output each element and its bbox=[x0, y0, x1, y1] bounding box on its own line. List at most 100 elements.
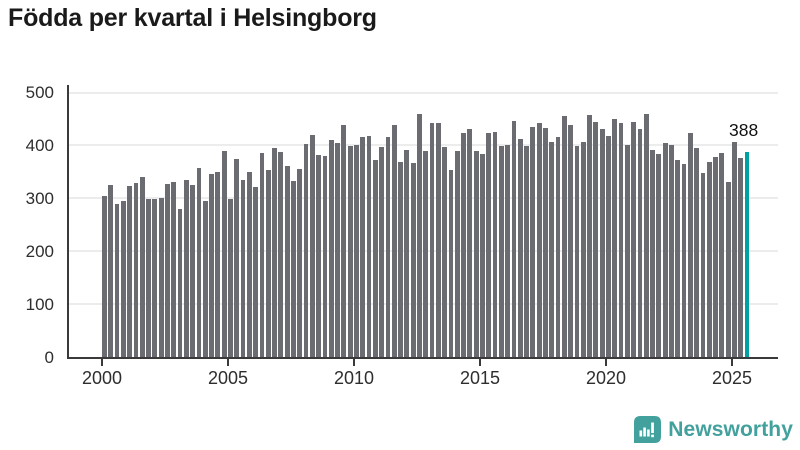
quarter-bar bbox=[253, 187, 259, 357]
x-axis-tick-label: 2000 bbox=[81, 368, 123, 388]
quarter-bar bbox=[700, 173, 706, 357]
quarter-bar bbox=[410, 162, 416, 357]
quarter-bar bbox=[360, 136, 366, 357]
x-axis-tick-label: 2020 bbox=[585, 368, 627, 388]
x-axis-tick bbox=[731, 359, 733, 366]
quarter-bar bbox=[102, 196, 107, 357]
x-axis-tick bbox=[101, 359, 103, 366]
quarter-bar bbox=[177, 209, 183, 357]
quarter-bar bbox=[391, 124, 397, 357]
quarter-bar bbox=[234, 159, 240, 357]
quarter-bar bbox=[486, 132, 492, 357]
quarter-bar bbox=[568, 124, 574, 357]
quarter-bar bbox=[492, 131, 498, 357]
quarter-bar bbox=[738, 157, 744, 357]
quarter-bar bbox=[593, 121, 599, 357]
quarter-bar bbox=[587, 114, 592, 357]
bar-chart-plot-area: 0 100 200 300 400 500 2000 2005 2010 2015 2020 2025 bbox=[25, 83, 778, 388]
quarter-bar bbox=[505, 145, 511, 357]
quarter-bar bbox=[580, 142, 586, 357]
quarter-bar bbox=[435, 123, 441, 357]
quarter-bar bbox=[524, 146, 529, 357]
quarter-bar bbox=[366, 136, 372, 357]
quarter-bar bbox=[133, 182, 139, 357]
x-axis-tick-label: 2005 bbox=[207, 368, 249, 388]
quarter-bar bbox=[725, 182, 731, 357]
quarter-bar-highlighted bbox=[744, 151, 750, 357]
newsworthy-logo[interactable]: Newsworthy bbox=[634, 416, 793, 443]
quarter-bar bbox=[196, 168, 202, 357]
quarter-bar bbox=[574, 146, 580, 357]
y-axis-line bbox=[67, 85, 69, 359]
quarter-bar bbox=[108, 185, 114, 357]
quarter-bar bbox=[624, 145, 630, 357]
quarter-bar bbox=[221, 151, 227, 357]
quarter-bar bbox=[291, 180, 296, 357]
quarter-bar bbox=[612, 118, 618, 357]
quarter-bar bbox=[341, 125, 347, 357]
gridline-300 bbox=[68, 197, 778, 200]
quarter-bar bbox=[120, 201, 126, 357]
quarter-bar bbox=[202, 201, 208, 357]
quarter-bar bbox=[687, 133, 693, 357]
quarter-bar bbox=[429, 123, 435, 357]
quarter-bar bbox=[309, 134, 315, 357]
quarter-bar bbox=[385, 136, 391, 357]
quarter-bar bbox=[681, 163, 687, 357]
quarter-bar bbox=[158, 197, 164, 357]
quarter-bar bbox=[467, 129, 473, 357]
quarter-bar bbox=[706, 161, 712, 357]
quarter-bar bbox=[398, 162, 403, 357]
quarter-bar bbox=[127, 186, 133, 357]
latest-value-label: 388 bbox=[729, 120, 759, 140]
quarter-bar bbox=[265, 170, 271, 357]
quarter-bar bbox=[675, 159, 681, 357]
quarter-bar bbox=[272, 147, 277, 357]
quarter-bar bbox=[240, 180, 246, 357]
quarter-bar bbox=[404, 149, 410, 357]
quarter-bar bbox=[656, 153, 662, 357]
quarter-bar bbox=[713, 156, 718, 357]
quarter-bar bbox=[461, 132, 466, 357]
gridline-200 bbox=[68, 250, 778, 253]
quarter-bar bbox=[190, 185, 196, 357]
quarter-bar bbox=[114, 203, 120, 357]
quarter-bar bbox=[228, 198, 233, 357]
quarter-bar bbox=[316, 154, 322, 357]
quarter-bar bbox=[631, 122, 637, 357]
x-axis-tick bbox=[605, 359, 607, 366]
quarter-bar bbox=[442, 146, 448, 357]
quarter-bar bbox=[322, 155, 328, 357]
quarter-bar bbox=[297, 168, 303, 357]
quarter-bar bbox=[246, 171, 252, 357]
quarter-bar bbox=[171, 182, 177, 357]
quarter-bar bbox=[379, 146, 385, 357]
quarter-bar bbox=[259, 152, 265, 357]
quarter-bar bbox=[637, 129, 643, 357]
x-axis-tick bbox=[479, 359, 481, 366]
x-axis-tick-label: 2010 bbox=[333, 368, 375, 388]
quarter-bar bbox=[209, 174, 214, 357]
quarter-bar bbox=[618, 122, 624, 357]
y-axis-tick-label: 300 bbox=[25, 188, 54, 208]
quarter-bar bbox=[146, 199, 151, 357]
x-axis-tick bbox=[227, 359, 229, 366]
quarter-bar bbox=[511, 120, 517, 357]
quarter-bar bbox=[139, 177, 145, 357]
quarter-bar bbox=[694, 148, 700, 357]
quarter-bar bbox=[165, 184, 170, 357]
quarter-bar bbox=[543, 127, 548, 357]
y-axis-tick-label: 100 bbox=[25, 294, 54, 314]
quarter-bar bbox=[549, 142, 555, 357]
quarter-bar bbox=[555, 136, 561, 357]
chart-title: Födda per kvartal i Helsingborg bbox=[8, 4, 377, 32]
quarter-bar bbox=[417, 114, 422, 357]
quarter-bar bbox=[719, 152, 725, 357]
x-axis-tick-label: 2015 bbox=[459, 368, 501, 388]
newsworthy-wordmark: Newsworthy bbox=[668, 417, 793, 441]
quarter-bar bbox=[530, 126, 536, 357]
newsworthy-logo-icon bbox=[634, 416, 662, 443]
x-axis-tick-label: 2025 bbox=[711, 368, 753, 388]
x-axis-line bbox=[67, 357, 778, 359]
